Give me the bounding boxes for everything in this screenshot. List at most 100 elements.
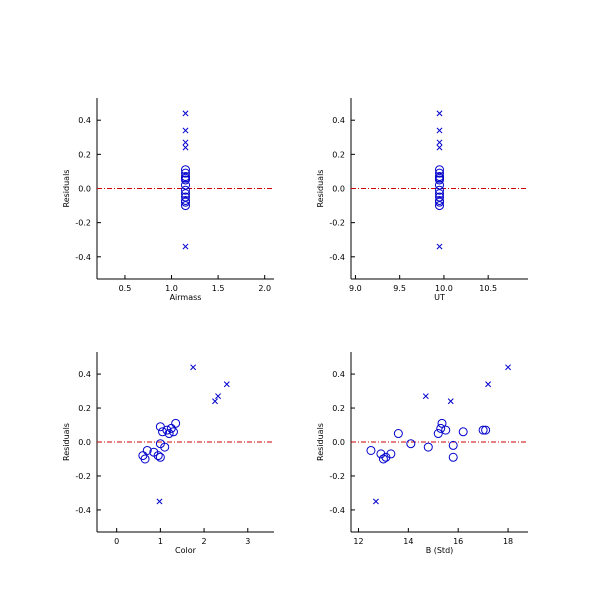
data-point-circle: [168, 427, 178, 437]
x-axis-label: Airmass: [170, 293, 202, 302]
data-point-circle: [376, 449, 386, 459]
x-tick-label: 1.0: [165, 284, 178, 293]
data-point-circle: [381, 452, 391, 462]
data-point-circle: [448, 440, 458, 450]
y-tick-label: 0.0: [78, 185, 91, 194]
data-point-circle: [481, 425, 491, 435]
x-tick-label: 9.0: [349, 284, 362, 293]
data-point-circle: [181, 192, 190, 202]
x-tick-label: 0.5: [119, 284, 132, 293]
x-axis-label: UT: [434, 293, 445, 302]
chart-panel-2: -0.4 -0.2 0.0 0.2 0.4 9.0 9.5 10.0 10.5 UT Residua…: [316, 98, 528, 302]
data-point-circle: [393, 429, 403, 439]
data-point-circle: [435, 165, 444, 175]
data-point-circle: [140, 454, 150, 464]
y-tick-label: 0.2: [332, 150, 345, 159]
x-tick-label: 14: [403, 537, 413, 546]
y-axis-label: Residuals: [62, 170, 71, 208]
data-point-circle: [435, 180, 444, 190]
data-point-x: [436, 110, 443, 117]
chart-panel-3: -0.4 -0.2 0.0 0.2 0.4 0 1 2 3 Color Residuals: [62, 352, 274, 555]
data-point-x: [372, 498, 379, 505]
y-tick-label: -0.4: [329, 253, 345, 262]
chart-panel-1: -0.4 -0.2 0.0 0.2 0.4 0.5 1.0 1.5 2.0 Airmass Resi…: [62, 98, 274, 302]
data-point-circle: [435, 185, 444, 195]
y-tick-label: -0.2: [329, 219, 345, 228]
data-point-circle: [181, 189, 190, 199]
y-tick-label: -0.4: [75, 253, 91, 262]
data-point-x: [223, 381, 230, 388]
data-point-circle: [155, 452, 165, 462]
data-point-circle: [436, 423, 446, 433]
y-tick-label: 0.4: [78, 116, 91, 125]
x-tick-label: 2.0: [258, 284, 271, 293]
data-point-x: [436, 144, 443, 151]
y-tick-label: -0.4: [75, 506, 91, 515]
data-point-circle: [181, 165, 190, 175]
x-axis-label: Color: [175, 546, 197, 555]
data-point-x: [422, 393, 429, 400]
data-point-circle: [441, 425, 451, 435]
y-tick-label: 0.4: [332, 370, 345, 379]
data-point-circle: [366, 445, 376, 455]
data-point-circle: [478, 425, 488, 435]
y-axis-label: Residuals: [316, 170, 325, 208]
data-point-circle: [164, 429, 174, 439]
data-point-circle: [158, 427, 168, 437]
data-point-circle: [435, 175, 444, 185]
data-point-circle: [181, 201, 190, 211]
data-point-circle: [433, 429, 443, 439]
x-tick-label: 10.0: [435, 284, 453, 293]
data-point-circle: [435, 189, 444, 199]
data-point-circle: [458, 427, 468, 437]
data-point-circle: [153, 451, 163, 461]
y-axis-label: Residuals: [62, 423, 71, 461]
data-point-circle: [378, 454, 388, 464]
y-tick-label: 0.0: [332, 185, 345, 194]
data-point-x: [182, 127, 189, 134]
data-point-circle: [160, 442, 170, 452]
y-tick-label: -0.2: [75, 472, 91, 481]
data-point-x: [190, 364, 197, 371]
y-tick-label: 0.4: [78, 370, 91, 379]
data-point-circle: [142, 445, 152, 455]
x-tick-label: 0: [114, 537, 119, 546]
data-point-x: [182, 243, 189, 250]
data-point-x: [182, 110, 189, 117]
data-point-x: [447, 398, 454, 405]
data-point-circle: [171, 418, 181, 428]
x-tick-label: 2: [202, 537, 207, 546]
data-point-circle: [435, 197, 444, 207]
y-tick-label: -0.2: [329, 472, 345, 481]
data-point-circle: [406, 439, 416, 449]
y-tick-label: 0.2: [78, 404, 91, 413]
y-tick-label: 0.4: [332, 116, 345, 125]
y-axis-label: Residuals: [316, 423, 325, 461]
data-point-circle: [435, 201, 444, 211]
data-point-circle: [435, 168, 444, 178]
x-tick-label: 1: [158, 537, 163, 546]
data-point-x: [436, 127, 443, 134]
y-tick-label: 0.0: [78, 438, 91, 447]
data-point-circle: [181, 185, 190, 195]
x-tick-label: 18: [503, 537, 513, 546]
data-point-circle: [437, 418, 447, 428]
chart-panel-4: -0.4 -0.2 0.0 0.2 0.4 12 14 16 18 B (Std) Residual…: [316, 352, 528, 555]
data-point-circle: [386, 449, 396, 459]
x-tick-label: 10.5: [479, 284, 497, 293]
data-point-x: [182, 144, 189, 151]
y-tick-label: 0.0: [332, 438, 345, 447]
x-tick-label: 1.5: [212, 284, 225, 293]
data-point-circle: [448, 452, 458, 462]
y-tick-label: 0.2: [78, 150, 91, 159]
x-tick-label: 3: [245, 537, 250, 546]
y-tick-label: -0.2: [75, 219, 91, 228]
data-point-x: [182, 139, 189, 146]
data-point-x: [215, 393, 222, 400]
data-point-x: [485, 381, 492, 388]
data-point-x: [436, 139, 443, 146]
data-point-circle: [181, 175, 190, 185]
data-point-circle: [423, 442, 433, 452]
data-point-x: [156, 498, 163, 505]
